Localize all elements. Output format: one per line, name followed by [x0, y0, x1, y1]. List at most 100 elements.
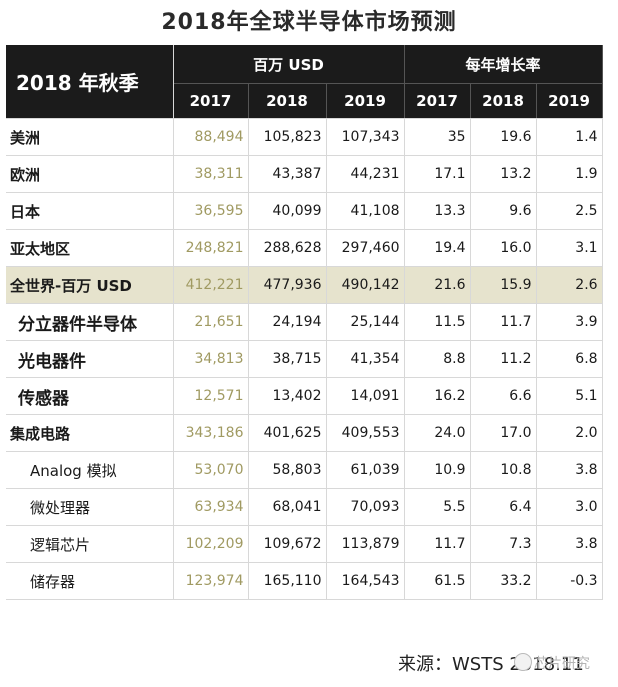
growth-2017: 24.0 [404, 414, 471, 452]
growth-2019: 1.9 [536, 155, 603, 193]
growth-2018: 10.8 [470, 451, 537, 489]
growth-2017: 10.9 [404, 451, 471, 489]
watermark-logo-icon [514, 653, 532, 671]
value-2018: 109,672 [248, 525, 327, 563]
season-header: 2018 年秋季 [6, 45, 174, 119]
growth-2018: 6.6 [470, 377, 537, 415]
table-row: Analog 模拟 53,070 58,803 61,039 10.9 10.8… [6, 451, 603, 489]
row-label: Analog 模拟 [6, 451, 174, 489]
growth-2017: 8.8 [404, 340, 471, 378]
growth-2017: 19.4 [404, 229, 471, 267]
table-row: 光电器件 34,813 38,715 41,354 8.8 11.2 6.8 [6, 340, 603, 378]
value-2018: 477,936 [248, 266, 327, 304]
table-row: 传感器 12,571 13,402 14,091 16.2 6.6 5.1 [6, 377, 603, 415]
table-row: 微处理器 63,934 68,041 70,093 5.5 6.4 3.0 [6, 488, 603, 526]
table-row: 美洲 88,494 105,823 107,343 35 19.6 1.4 [6, 118, 603, 156]
value-2018: 105,823 [248, 118, 327, 156]
value-2018: 165,110 [248, 562, 327, 600]
growth-2019: 3.8 [536, 525, 603, 563]
watermark-text: 芯片研究 [534, 656, 590, 672]
table-row: 逻辑芯片 102,209 109,672 113,879 11.7 7.3 3.… [6, 525, 603, 563]
growth-2019: 6.8 [536, 340, 603, 378]
value-2017: 36,595 [173, 192, 249, 230]
value-2018: 68,041 [248, 488, 327, 526]
growth-2019: 3.1 [536, 229, 603, 267]
row-label: 日本 [6, 192, 174, 230]
value-2017: 88,494 [173, 118, 249, 156]
row-label: 储存器 [6, 562, 174, 600]
row-label: 美洲 [6, 118, 174, 156]
value-2017: 63,934 [173, 488, 249, 526]
value-2018: 288,628 [248, 229, 327, 267]
usd-year-2018: 2018 [248, 83, 327, 119]
value-2018: 43,387 [248, 155, 327, 193]
growth-year-2018: 2018 [470, 83, 537, 119]
growth-2017: 11.5 [404, 303, 471, 341]
table-row: 欧洲 38,311 43,387 44,231 17.1 13.2 1.9 [6, 155, 603, 193]
row-label: 传感器 [6, 377, 174, 415]
value-2018: 13,402 [248, 377, 327, 415]
growth-2019: 2.0 [536, 414, 603, 452]
growth-2018: 17.0 [470, 414, 537, 452]
growth-year-2019: 2019 [536, 83, 603, 119]
growth-2017: 13.3 [404, 192, 471, 230]
growth-2019: 2.6 [536, 266, 603, 304]
growth-2019: 5.1 [536, 377, 603, 415]
usd-year-2019: 2019 [326, 83, 405, 119]
table-row-worldwide: 全世界-百万 USD 412,221 477,936 490,142 21.6 … [6, 266, 603, 304]
value-2017: 38,311 [173, 155, 249, 193]
value-2017: 102,209 [173, 525, 249, 563]
row-label: 微处理器 [6, 488, 174, 526]
growth-2019: 2.5 [536, 192, 603, 230]
value-2017: 412,221 [173, 266, 249, 304]
value-2017: 123,974 [173, 562, 249, 600]
row-label: 逻辑芯片 [6, 525, 174, 563]
growth-2017: 16.2 [404, 377, 471, 415]
growth-2018: 6.4 [470, 488, 537, 526]
usd-group-header: 百万 USD [173, 45, 405, 84]
value-2019: 107,343 [326, 118, 405, 156]
growth-2018: 11.2 [470, 340, 537, 378]
value-2018: 24,194 [248, 303, 327, 341]
table-row: 储存器 123,974 165,110 164,543 61.5 33.2 -0… [6, 562, 603, 600]
usd-year-2017: 2017 [173, 83, 249, 119]
value-2019: 61,039 [326, 451, 405, 489]
growth-2017: 5.5 [404, 488, 471, 526]
growth-2017: 61.5 [404, 562, 471, 600]
growth-2018: 9.6 [470, 192, 537, 230]
growth-2018: 33.2 [470, 562, 537, 600]
value-2017: 53,070 [173, 451, 249, 489]
table-row: 分立器件半导体 21,651 24,194 25,144 11.5 11.7 3… [6, 303, 603, 341]
value-2019: 44,231 [326, 155, 405, 193]
growth-2018: 13.2 [470, 155, 537, 193]
growth-2018: 7.3 [470, 525, 537, 563]
value-2017: 12,571 [173, 377, 249, 415]
growth-group-header: 每年增长率 [404, 45, 603, 84]
value-2019: 164,543 [326, 562, 405, 600]
value-2017: 34,813 [173, 340, 249, 378]
table-row: 集成电路 343,186 401,625 409,553 24.0 17.0 2… [6, 414, 603, 452]
growth-2017: 11.7 [404, 525, 471, 563]
value-2019: 409,553 [326, 414, 405, 452]
growth-2018: 16.0 [470, 229, 537, 267]
row-label: 分立器件半导体 [6, 303, 174, 341]
page-title: 2018年全球半导体市场预测 [161, 10, 457, 35]
growth-year-2017: 2017 [404, 83, 471, 119]
row-label: 欧洲 [6, 155, 174, 193]
growth-2019: 3.0 [536, 488, 603, 526]
source-note: 来源：WSTS 2018.11 [398, 654, 584, 675]
value-2019: 41,108 [326, 192, 405, 230]
value-2017: 248,821 [173, 229, 249, 267]
value-2018: 58,803 [248, 451, 327, 489]
value-2017: 343,186 [173, 414, 249, 452]
growth-2019: 3.8 [536, 451, 603, 489]
value-2019: 25,144 [326, 303, 405, 341]
growth-2019: -0.3 [536, 562, 603, 600]
table-row: 亚太地区 248,821 288,628 297,460 19.4 16.0 3… [6, 229, 603, 267]
value-2019: 113,879 [326, 525, 405, 563]
value-2019: 41,354 [326, 340, 405, 378]
value-2018: 401,625 [248, 414, 327, 452]
row-label: 光电器件 [6, 340, 174, 378]
value-2019: 14,091 [326, 377, 405, 415]
growth-2018: 11.7 [470, 303, 537, 341]
